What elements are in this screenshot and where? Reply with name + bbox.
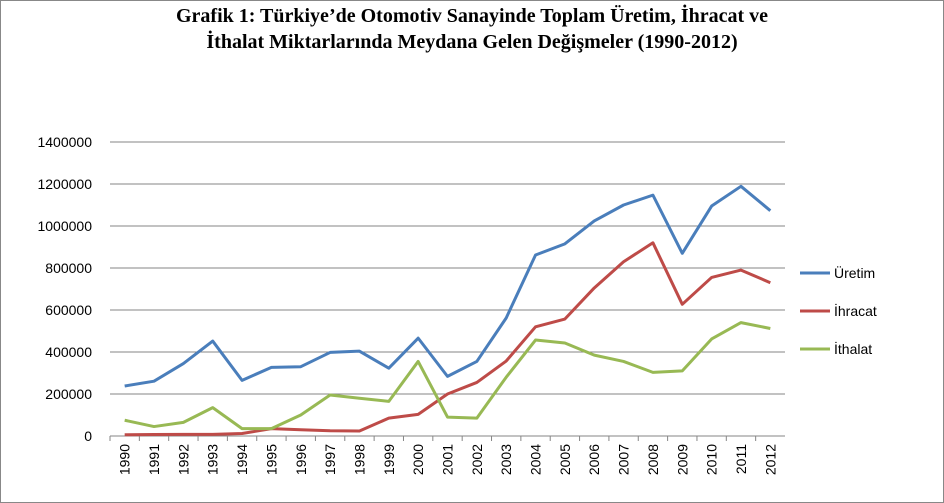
series-line	[124, 321, 771, 431]
x-tick-label: 1998	[351, 444, 367, 475]
x-tick-label: 1999	[381, 444, 397, 475]
x-tick-label: 2003	[498, 444, 514, 475]
x-tick-label: 1990	[117, 444, 133, 475]
x-tick-label: 1997	[322, 444, 338, 475]
x-tick-label: 2002	[469, 444, 485, 475]
y-tick-label: 1000000	[37, 218, 92, 234]
y-tick-label: 400000	[45, 344, 92, 360]
y-tick-label: 0	[84, 428, 92, 444]
x-tick-label: 1993	[205, 444, 221, 475]
legend-label: İthalat	[834, 340, 872, 357]
x-tick-label: 2001	[440, 444, 456, 475]
series-line	[124, 184, 772, 388]
x-tick-label: 2010	[704, 444, 720, 475]
x-tick-label: 2000	[410, 444, 426, 475]
y-tick-label: 200000	[45, 386, 92, 402]
x-tick-label: 2012	[762, 444, 778, 475]
legend-label: İhracat	[834, 302, 877, 319]
x-tick-label: 2006	[586, 444, 602, 475]
y-tick-label: 600000	[45, 302, 92, 318]
x-tick-label: 2009	[674, 444, 690, 475]
y-tick-label: 1400000	[37, 134, 92, 150]
x-tick-label: 2011	[733, 444, 749, 474]
y-tick-label: 800000	[45, 260, 92, 276]
x-tick-label: 1996	[293, 444, 309, 475]
y-tick-label: 1200000	[37, 176, 92, 192]
chart-title: Grafik 1: Türkiye’de Otomotiv Sanayinde …	[176, 3, 768, 27]
x-tick-label: 2004	[528, 444, 544, 475]
x-tick-label: 1995	[263, 444, 279, 475]
x-tick-label: 1992	[175, 444, 191, 475]
x-tick-label: 1991	[146, 444, 162, 475]
chart-title: İthalat Miktarlarında Meydana Gelen Deği…	[206, 29, 737, 53]
series-line	[124, 241, 771, 437]
x-tick-label: 2005	[557, 444, 573, 475]
x-tick-label: 1994	[234, 444, 250, 475]
x-tick-label: 2007	[616, 444, 632, 475]
legend-label: Üretim	[834, 264, 875, 281]
x-tick-label: 2008	[645, 444, 661, 475]
